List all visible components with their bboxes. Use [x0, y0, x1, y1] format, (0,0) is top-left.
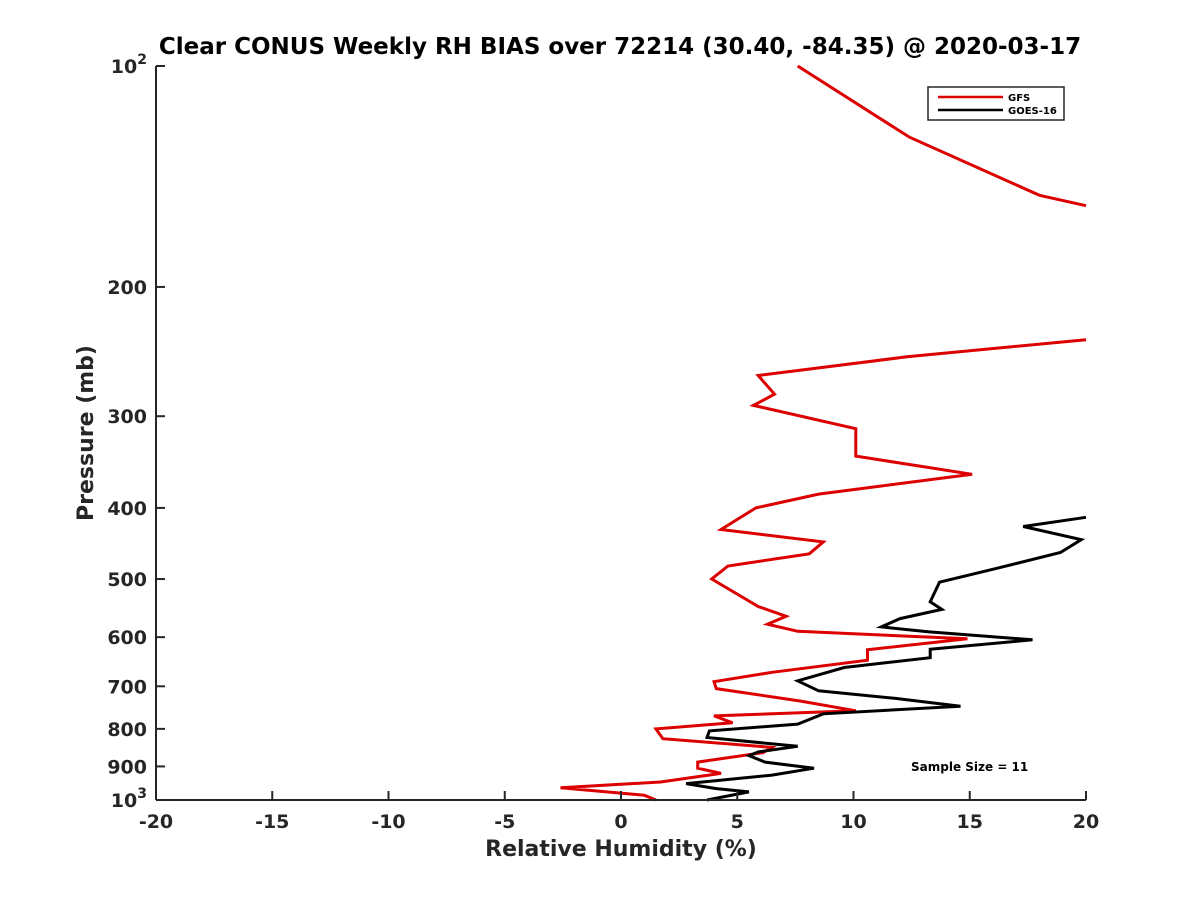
x-tick-label: -15	[255, 811, 289, 833]
series-line-gfs	[560, 64, 1087, 802]
x-tick-label: 5	[731, 811, 744, 833]
x-axis-label: Relative Humidity (%)	[485, 837, 757, 862]
legend-label-gfs: GFS	[1008, 93, 1030, 104]
y-axis-label: Pressure (mb)	[74, 345, 99, 521]
y-axis-ticks: 102 200 300 400 500 600 700 800 900 103	[107, 52, 165, 812]
x-tick-label: -20	[139, 811, 173, 833]
y-tick-label: 400	[107, 498, 147, 520]
x-tick-label: 10	[840, 811, 866, 833]
sample-size-annotation: Sample Size = 11	[911, 760, 1028, 774]
legend-label-goes-16: GOES-16	[1008, 106, 1057, 117]
y-tick-label: 500	[107, 569, 147, 591]
legend: GFS GOES-16	[927, 86, 1065, 121]
y-tick-label: 600	[107, 627, 147, 649]
y-tick-label: 103	[111, 786, 147, 812]
x-axis-ticks: -20 -15 -10 -5 0 5 10 15 20	[139, 791, 1099, 833]
chart-title: Clear CONUS Weekly RH BIAS over 72214 (3…	[159, 34, 1081, 60]
legend-box	[927, 86, 1065, 121]
y-tick-label: 102	[111, 52, 147, 78]
y-tick-label: 900	[107, 756, 147, 778]
y-tick-label: 200	[107, 277, 147, 299]
x-tick-label: 0	[614, 811, 627, 833]
y-tick-label: 300	[107, 406, 147, 428]
y-tick-label: 800	[107, 719, 147, 741]
x-tick-label: 20	[1073, 811, 1099, 833]
x-tick-label: -5	[494, 811, 515, 833]
series-line-goes-16	[685, 515, 1087, 802]
x-tick-label: -10	[371, 811, 405, 833]
y-tick-label: 700	[107, 676, 147, 698]
x-tick-label: 15	[957, 811, 983, 833]
series-layer	[560, 64, 1087, 802]
